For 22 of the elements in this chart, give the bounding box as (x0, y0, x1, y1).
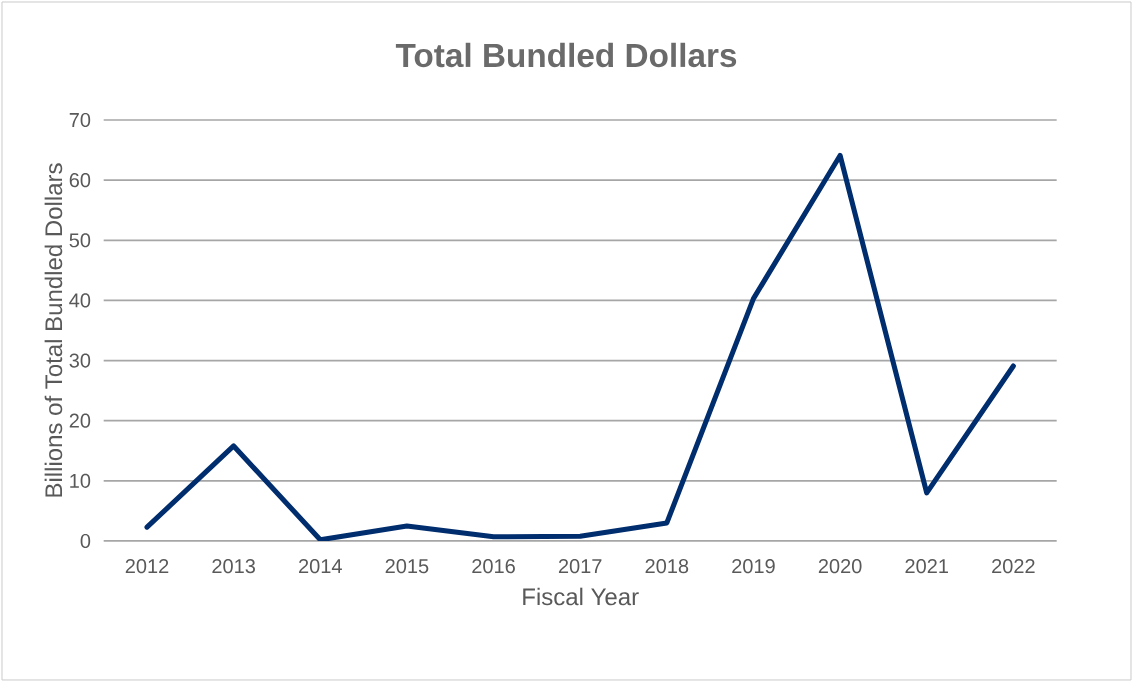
x-axis-title: Fiscal Year (523, 587, 639, 606)
x-tick-label: 2017 (558, 559, 602, 574)
x-tick-label: 2022 (992, 559, 1035, 574)
y-tick-label: 30 (69, 353, 91, 368)
y-tick-label: 60 (69, 173, 91, 188)
chart-title: Total Bundled Dollars (395, 42, 737, 68)
y-tick-label: 20 (69, 413, 91, 428)
x-tick-label: 2014 (299, 559, 342, 574)
x-tick-label: 2021 (905, 559, 948, 574)
x-tick-label: 2018 (645, 559, 689, 574)
y-tick-label: 50 (69, 233, 91, 248)
x-tick-label: 2012 (125, 559, 169, 574)
y-axis-title: Billions of Total Bundled Dollars (44, 163, 63, 497)
y-tick-label: 10 (70, 473, 91, 488)
x-tick-label: 2016 (472, 559, 515, 574)
y-tick-label: 70 (69, 112, 91, 128)
y-tick-label: 0 (80, 533, 91, 549)
x-tick-label: 2013 (212, 559, 255, 574)
y-tick-label: 40 (69, 293, 91, 308)
x-tick-label: 2019 (732, 559, 775, 574)
x-tick-label: 2015 (385, 559, 429, 574)
x-tick-label: 2020 (818, 559, 862, 574)
